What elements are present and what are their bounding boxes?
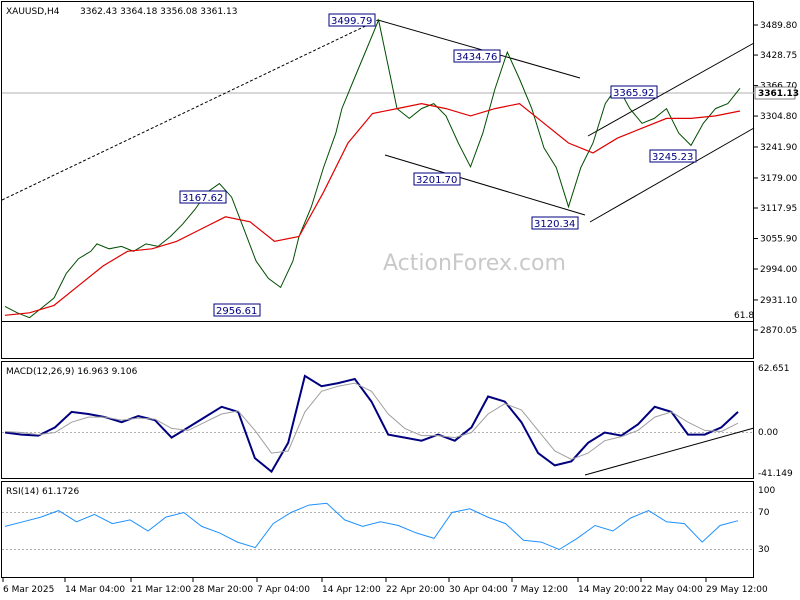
- price-label-box: [531, 216, 579, 230]
- macd-y-tick-label: -41.149: [758, 469, 793, 479]
- rsi-series-group: [4, 502, 739, 551]
- fib-label: 61.8: [734, 311, 754, 321]
- y-axis-group: 3489.80 3428.75 3366.70 3304.80 3241.90 3179.…: [754, 21, 797, 555]
- macd-series-1: [4, 382, 739, 460]
- x-tick-label: 6 Mar 2025: [3, 585, 54, 595]
- x-axis-group: 6 Mar 2025 14 Mar 04:00 21 Mar 12:00 28 Mar…: [2, 578, 768, 595]
- channel-bottom-down: [384, 154, 586, 216]
- y-tick-label: 3489.80: [760, 21, 797, 31]
- y-tick-label: 3366.70: [760, 82, 797, 92]
- x-tick-label: 14 Apr 12:00: [322, 585, 381, 595]
- ohlc-label: 3362.43 3364.18 3356.08 3361.13: [80, 7, 237, 17]
- x-tick-label: 22 May 04:00: [641, 585, 703, 595]
- x-tick-label: 21 Mar 12:00: [131, 585, 191, 595]
- price-label: 3120.34: [534, 219, 575, 230]
- y-tick-label: 3179.00: [760, 174, 797, 184]
- macd-trendline: [584, 427, 755, 476]
- macd-y-tick-label: 0.00: [758, 428, 778, 438]
- price-label: 3201.70: [416, 175, 457, 186]
- price-label-box: [328, 13, 376, 27]
- price-label: 3245.23: [652, 152, 693, 163]
- rsi-y-tick-label: 70: [758, 508, 770, 518]
- current-price-text: 3361.13: [758, 89, 799, 99]
- macd-title: MACD(12,26,9) 16.963 9.106: [6, 367, 138, 377]
- price-label: 3434.76: [456, 52, 497, 63]
- macd-series-group: [4, 374, 739, 474]
- rsi-title: RSI(14) 61.1726: [6, 487, 79, 497]
- channel-top-down: [377, 19, 581, 79]
- main-panel-frame: [1, 1, 754, 359]
- price-label-box: [179, 190, 227, 204]
- y-tick-label: 3117.95: [760, 204, 797, 214]
- x-tick-label: 28 Mar 20:00: [193, 585, 253, 595]
- rsi-y-tick-label: 100: [758, 486, 775, 496]
- price-label-box: [413, 172, 461, 186]
- y-tick-label: 3055.90: [760, 235, 797, 245]
- annotation-group: 3499.79 3434.76 3365.92 3167.62 3201.70 3245.…: [179, 13, 697, 317]
- rsi-panel-frame: [1, 481, 754, 578]
- price-label: 3167.62: [182, 193, 223, 204]
- y-tick-label: 2994.00: [760, 265, 797, 275]
- price-series-1: [617, 85, 741, 147]
- price-series-2: [4, 102, 741, 316]
- price-series-0: [4, 18, 618, 319]
- rsi-series-0: [4, 502, 739, 551]
- price-label-box: [649, 149, 697, 163]
- channel-bottom-up: [589, 127, 755, 223]
- price-label-box: [213, 303, 261, 317]
- y-tick-label: 3304.80: [760, 112, 797, 122]
- y-tick-label: 3428.75: [760, 51, 797, 61]
- macd-panel-frame: [1, 361, 754, 479]
- x-tick-label: 14 Mar 04:00: [65, 585, 125, 595]
- price-label-box: [610, 85, 658, 99]
- x-tick-label: 30 Apr 04:00: [449, 585, 508, 595]
- macd-series-0: [4, 374, 739, 474]
- x-tick-label: 14 May 20:00: [578, 585, 640, 595]
- x-tick-label: 22 Apr 20:00: [386, 585, 445, 595]
- macd-y-tick-label: 62.651: [758, 364, 790, 374]
- x-tick-label: 7 May 12:00: [512, 585, 568, 595]
- rsi-y-tick-label: 30: [758, 545, 770, 555]
- watermark: ActionForex.com: [383, 251, 566, 276]
- y-tick-label: 2870.05: [760, 326, 797, 336]
- symbol-label: XAUUSD,H4: [6, 7, 60, 17]
- y-tick-label: 2931.10: [760, 296, 797, 306]
- y-tick-label: 3241.90: [760, 143, 797, 153]
- x-tick-label: 29 May 12:00: [706, 585, 768, 595]
- price-label: 2956.61: [216, 306, 257, 317]
- x-tick-label: 7 Apr 04:00: [257, 585, 310, 595]
- channel-top-up: [587, 42, 755, 137]
- price-label-box: [453, 49, 501, 63]
- price-label: 3499.79: [331, 16, 372, 27]
- price-label: 3365.92: [613, 88, 654, 99]
- trendline-dotted: [1, 19, 379, 201]
- main-series-group: [4, 18, 741, 319]
- current-price-box: [754, 86, 796, 100]
